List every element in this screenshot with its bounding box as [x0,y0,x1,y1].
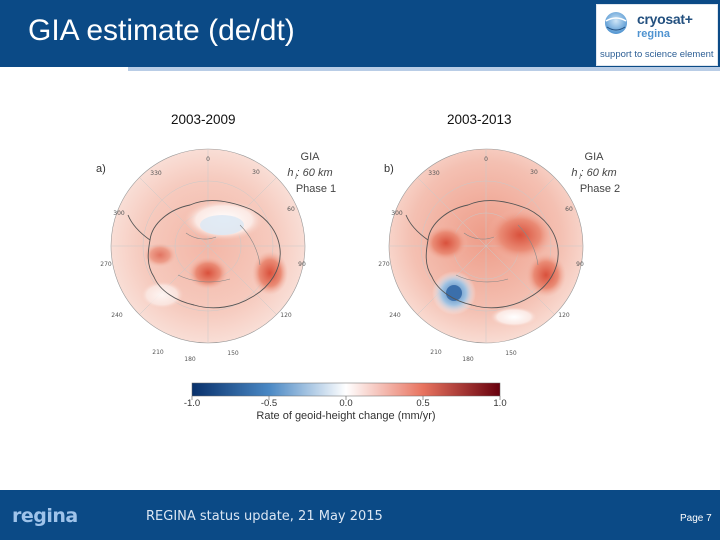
right-legend-gia: GIA [585,151,605,163]
left-legend-phase: Phase 1 [296,183,336,195]
right-lon-90: 90 [576,261,584,268]
left-lon-180: 180 [184,356,196,363]
right-lon-150: 150 [505,350,517,357]
left-lon-210: 210 [152,349,164,356]
header-divider [128,67,720,71]
left-lon-240: 240 [111,312,123,319]
globe-icon [605,12,627,34]
colorbar-tick-1: 1.0 [493,398,506,409]
right-lon-180: 180 [462,356,474,363]
logo-name-regina: regina [637,28,671,40]
left-map-tag: a) [96,163,106,175]
right-lon-60: 60 [565,206,573,213]
colorbar [191,382,501,397]
right-period-label: 2003-2013 [447,112,512,127]
left-lon-90: 90 [298,261,306,268]
left-map [110,148,306,344]
page-number: Page 7 [680,513,712,524]
logo-name-cryosat: cryosat+ [637,11,693,27]
colorbar-tick-0: 0.0 [339,398,352,409]
colorbar-tick-neg1: -1.0 [184,398,200,409]
left-lon-330: 330 [150,170,162,177]
logo-tagline: support to science element [600,49,714,60]
left-legend-hl: h : 60 km [287,167,332,179]
right-lon-240: 240 [389,312,401,319]
left-lon-150: 150 [227,350,239,357]
colorbar-label: Rate of geoid-height change (mm/yr) [256,410,435,422]
footer-status-text: REGINA status update, 21 May 2015 [146,509,383,524]
left-lon-0: 0 [206,156,210,163]
right-legend-phase: Phase 2 [580,183,620,195]
right-lon-120: 120 [558,312,570,319]
right-lon-30: 30 [530,169,538,176]
right-legend-subscript: l [579,174,581,181]
right-lon-0: 0 [484,156,488,163]
left-lon-120: 120 [280,312,292,319]
left-period-label: 2003-2009 [171,112,236,127]
slide-title: GIA estimate (de/dt) [28,14,295,47]
right-map-tag: b) [384,163,394,175]
cryosat-logo: cryosat+ regina support to science eleme… [596,4,718,66]
left-lon-30: 30 [252,169,260,176]
footer-regina-logo: regina [12,505,78,527]
footer-bar [0,490,720,540]
left-legend-h: h : 60 km [287,167,332,179]
right-lon-270: 270 [378,261,390,268]
right-map [388,148,584,344]
left-legend-gia: GIA [301,151,321,163]
left-legend-subscript: l [295,174,297,181]
colorbar-tick-05: 0.5 [416,398,429,409]
left-lon-60: 60 [287,206,295,213]
left-lon-300: 300 [113,210,125,217]
right-lon-210: 210 [430,349,442,356]
right-lon-300: 300 [391,210,403,217]
right-legend-hl: h : 60 km [571,167,616,179]
right-lon-330: 330 [428,170,440,177]
right-legend-h: h : 60 km [571,167,616,179]
gia-figure: 0 30 60 90 120 150 180 210 240 270 300 3… [96,148,620,422]
left-lon-270: 270 [100,261,112,268]
colorbar-tick-neg05: -0.5 [261,398,277,409]
